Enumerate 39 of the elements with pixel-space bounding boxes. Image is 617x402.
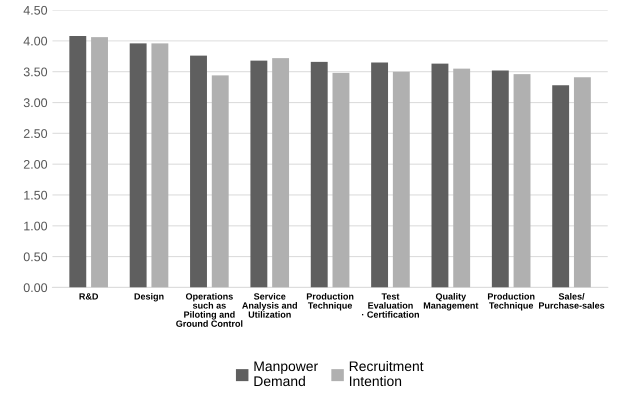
x-tick-label: Quality Management: [424, 292, 478, 311]
y-tick-label: 3.50: [24, 67, 48, 76]
bar: [432, 64, 448, 288]
legend-label: Manpower Demand: [254, 361, 318, 386]
y-tick-label: 0.00: [24, 283, 48, 292]
x-tick-label: Test Evaluation · Certification: [362, 293, 419, 318]
bar: [310, 62, 328, 288]
y-tick-label: 0.50: [24, 252, 48, 262]
bar: [130, 43, 147, 288]
x-tick-label: Service Analysis and Utilization: [242, 292, 297, 318]
bar: [492, 70, 509, 288]
bar: [272, 58, 290, 288]
y-tick-label: 1.50: [24, 190, 48, 200]
x-tick-label: Sales/ Purchase-sales: [539, 292, 604, 309]
x-tick-label: R&D: [79, 293, 98, 300]
bar: [190, 56, 207, 288]
bar: [69, 36, 86, 288]
bar: [574, 77, 591, 288]
x-tick-label: Design: [134, 292, 164, 302]
x-tick-label: Production Technique: [488, 292, 534, 310]
x-tick-label: Production Technique: [306, 292, 354, 310]
bar: [250, 60, 268, 288]
legend-label: Recruitment Intention: [350, 360, 424, 386]
y-tick-label: 3.00: [24, 98, 48, 108]
y-tick-label: 2.00: [24, 160, 48, 169]
y-tick-label: 1.00: [24, 222, 48, 230]
bar: [151, 43, 168, 288]
bar: [371, 62, 388, 288]
bar: [212, 75, 229, 288]
bar: [392, 72, 410, 288]
bar: [514, 74, 530, 288]
bar: [552, 85, 570, 288]
bar: [91, 37, 108, 288]
bar: [332, 72, 350, 288]
y-tick-label: 4.00: [24, 36, 48, 46]
y-tick-label: 4.50: [24, 6, 48, 15]
x-tick-label: Operations such as Piloting and Ground Control: [176, 292, 242, 327]
bar: [453, 68, 470, 288]
y-tick-label: 2.50: [24, 129, 48, 138]
